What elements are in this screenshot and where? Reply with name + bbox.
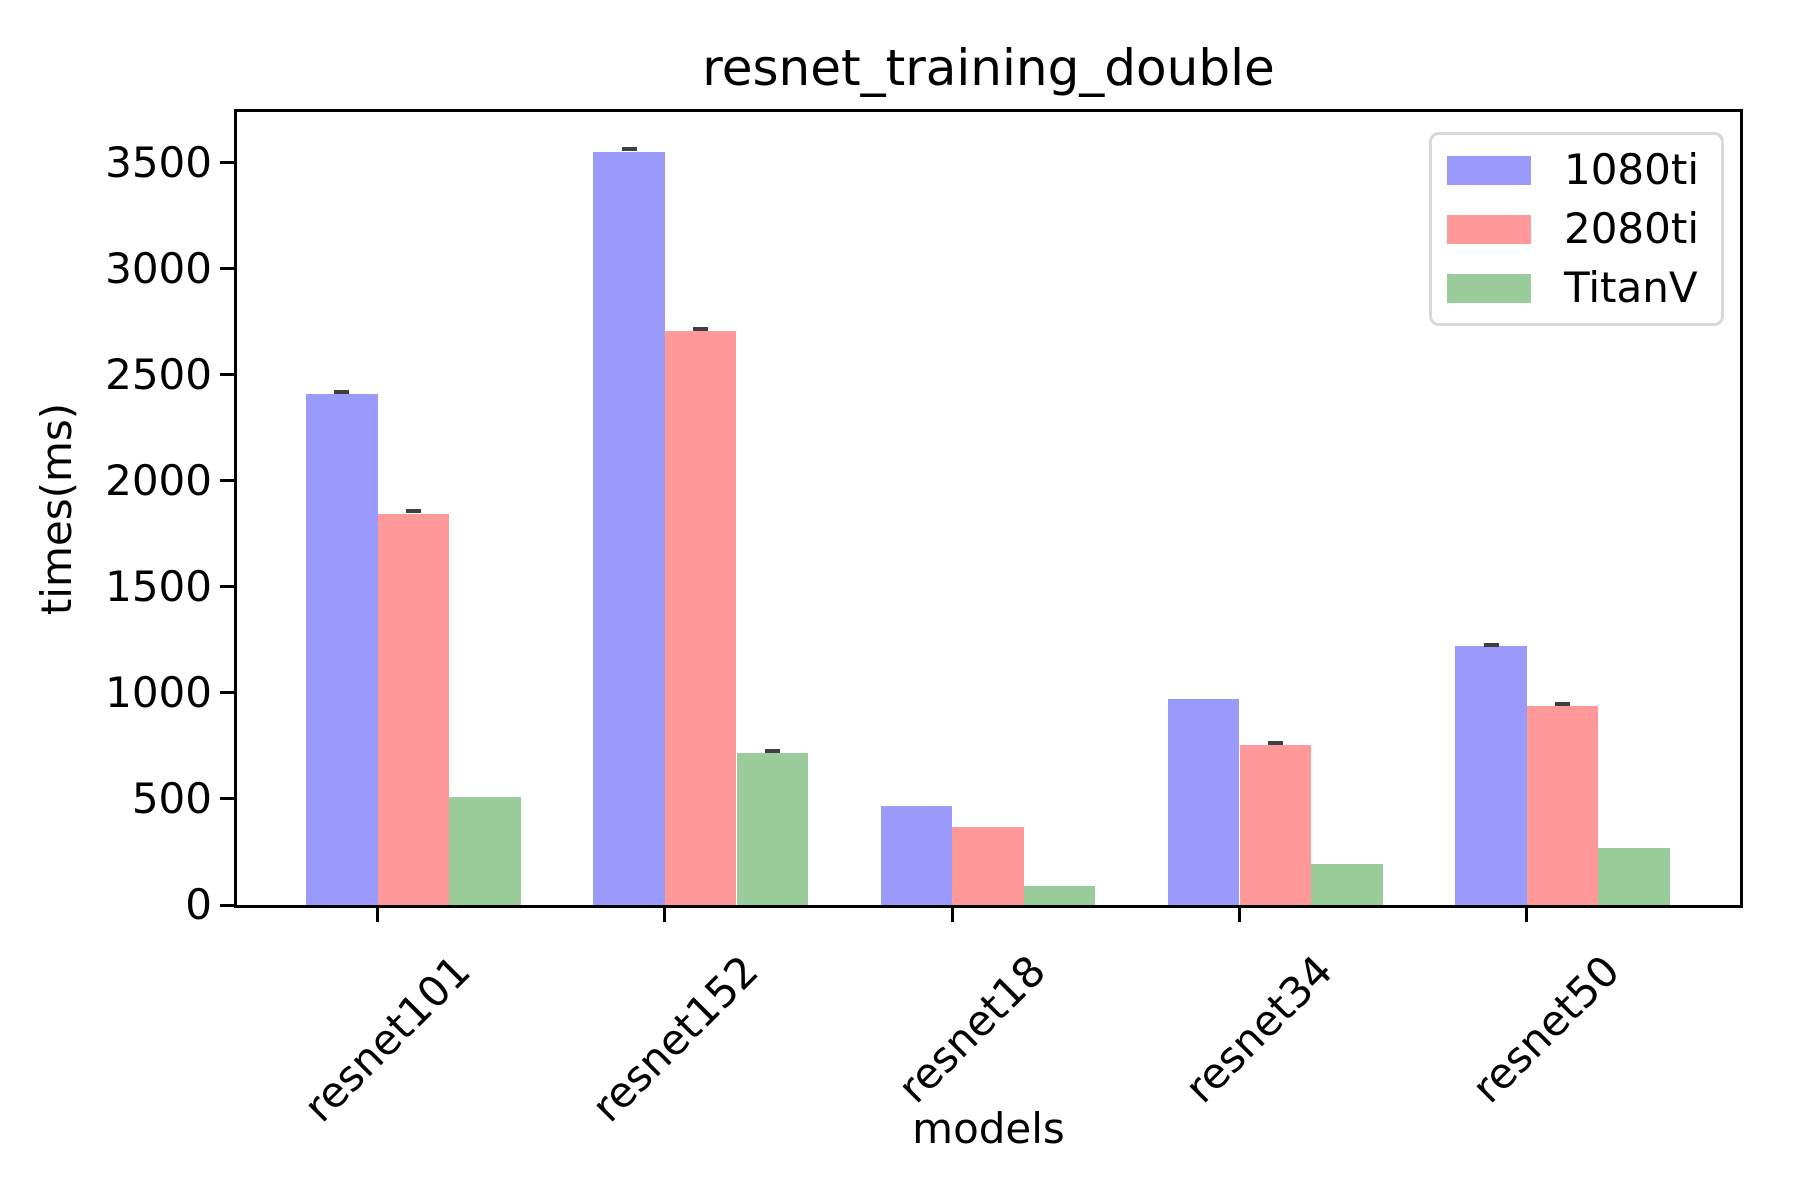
- error-cap: [764, 748, 780, 753]
- legend-item-TitanV: TitanV: [1446, 263, 1699, 312]
- bar-2080ti-resnet18: [952, 826, 1024, 905]
- bar-TitanV-resnet152: [736, 752, 809, 905]
- left-spine: [234, 109, 237, 908]
- bar-1080ti-resnet34: [1167, 698, 1240, 905]
- y-tick: [220, 373, 234, 377]
- y-tick: [220, 903, 234, 907]
- x-axis-label: models: [912, 1104, 1065, 1153]
- x-tick: [663, 908, 667, 922]
- x-tick-label-resnet152: resnet152: [582, 945, 768, 1132]
- x-tick: [950, 908, 954, 922]
- y-tick-label: 2000: [105, 455, 212, 505]
- y-tick: [220, 797, 234, 801]
- y-tick: [220, 161, 234, 165]
- error-cap: [693, 326, 709, 331]
- x-tick: [1238, 908, 1241, 922]
- y-tick-label: 3500: [105, 137, 212, 187]
- bar-TitanV-resnet101: [449, 797, 521, 905]
- bar-2080ti-resnet152: [664, 331, 737, 905]
- bar-1080ti-resnet152: [593, 151, 665, 905]
- error-cap: [621, 147, 637, 152]
- bar-2080ti-resnet50: [1526, 705, 1599, 905]
- error-cap: [1555, 701, 1571, 706]
- error-cap: [405, 509, 421, 514]
- bar-TitanV-resnet34: [1311, 864, 1383, 905]
- legend: 1080ti 2080ti TitanV: [1428, 132, 1724, 326]
- y-tick: [220, 479, 234, 483]
- y-tick-label: 0: [185, 880, 212, 929]
- y-tick: [220, 691, 234, 695]
- y-tick-label: 2500: [105, 349, 212, 399]
- y-tick: [220, 585, 234, 589]
- right-spine: [1740, 109, 1743, 908]
- legend-label-2080ti: 2080ti: [1563, 204, 1699, 253]
- x-tick-label-resnet101: resnet101: [294, 945, 481, 1132]
- legend-label-1080ti: 1080ti: [1563, 145, 1699, 194]
- x-tick-label-resnet18: resnet18: [888, 945, 1055, 1113]
- bar-2080ti-resnet101: [377, 513, 450, 905]
- plot-area: 1080ti 2080ti TitanV: [220, 109, 1743, 922]
- error-cap: [1483, 642, 1499, 647]
- x-tick: [1525, 908, 1529, 922]
- y-tick-label: 1000: [105, 667, 212, 717]
- bar-2080ti-resnet34: [1239, 744, 1312, 905]
- error-cap: [334, 389, 350, 394]
- legend-item-2080ti: 2080ti: [1446, 204, 1699, 253]
- x-tick-label-resnet34: resnet34: [1175, 945, 1343, 1113]
- legend-item-1080ti: 1080ti: [1446, 145, 1699, 194]
- y-tick-label: 1500: [105, 561, 212, 611]
- x-tick-label-resnet50: resnet50: [1462, 945, 1630, 1113]
- bar-TitanV-resnet18: [1023, 886, 1096, 905]
- x-tick: [376, 908, 380, 922]
- bar-1080ti-resnet18: [880, 806, 953, 905]
- legend-swatch-1080ti: [1446, 155, 1531, 185]
- legend-label-TitanV: TitanV: [1563, 263, 1698, 312]
- legend-swatch-2080ti: [1446, 214, 1531, 244]
- y-tick-label: 3000: [105, 243, 212, 293]
- y-tick-label: 500: [131, 773, 212, 823]
- top-spine: [234, 109, 1743, 112]
- y-tick: [220, 267, 234, 271]
- bar-TitanV-resnet50: [1598, 848, 1670, 905]
- bar-1080ti-resnet50: [1455, 646, 1527, 905]
- legend-swatch-TitanV: [1446, 273, 1531, 303]
- bar-1080ti-resnet101: [306, 394, 378, 905]
- error-cap: [1267, 740, 1283, 745]
- bottom-spine: [234, 905, 1743, 908]
- chart-title: resnet_training_double: [702, 39, 1275, 97]
